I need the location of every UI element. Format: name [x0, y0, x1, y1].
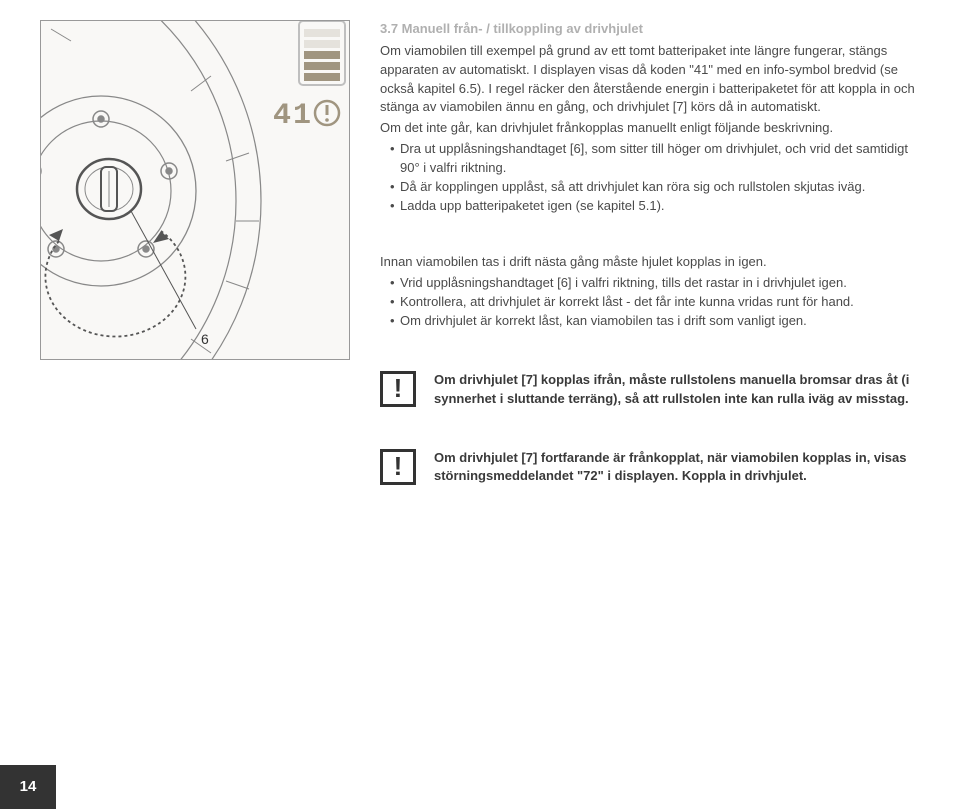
display-code: 41	[273, 99, 339, 133]
warning-block-1: ! Om drivhjulet [7] kopplas ifrån, måste…	[380, 371, 920, 409]
warning-icon: !	[380, 449, 416, 485]
warning-icon: !	[380, 371, 416, 407]
battery-icon	[299, 21, 345, 85]
illustration-diagram: 41 6	[40, 20, 350, 360]
svg-text:41: 41	[273, 99, 313, 133]
list-item: Dra ut upplåsningshandtaget [6], som sit…	[390, 140, 920, 178]
wheel-svg: 41	[41, 21, 350, 360]
list-item: Om drivhjulet är korrekt låst, kan viamo…	[390, 312, 920, 331]
release-knob	[77, 159, 141, 219]
warning-text-1: Om drivhjulet [7] kopplas ifrån, måste r…	[434, 371, 920, 409]
warning-text-2: Om drivhjulet [7] fortfarande är frånkop…	[434, 449, 920, 487]
warning-block-2: ! Om drivhjulet [7] fortfarande är frånk…	[380, 449, 920, 487]
list-item: Då är kopplingen upplåst, så att drivhju…	[390, 178, 920, 197]
list-item: Kontrollera, att drivhjulet är korrekt l…	[390, 293, 920, 312]
section-heading: 3.7 Manuell från- / tillkoppling av driv…	[380, 20, 920, 39]
paragraph-2: Om det inte går, kan drivhjulet frånkopp…	[380, 119, 920, 138]
list-item: Ladda upp batteripaketet igen (se kapite…	[390, 197, 920, 216]
bullet-list-2: Vrid upplåsningshandtaget [6] i valfri r…	[380, 274, 920, 331]
paragraph-1: Om viamobilen till exempel på grund av e…	[380, 42, 920, 117]
bullet-list-1: Dra ut upplåsningshandtaget [6], som sit…	[380, 140, 920, 215]
callout-label-6: 6	[201, 329, 209, 349]
page-number: 14	[0, 765, 56, 809]
list-item: Vrid upplåsningshandtaget [6] i valfri r…	[390, 274, 920, 293]
paragraph-3: Innan viamobilen tas i drift nästa gång …	[380, 253, 920, 272]
